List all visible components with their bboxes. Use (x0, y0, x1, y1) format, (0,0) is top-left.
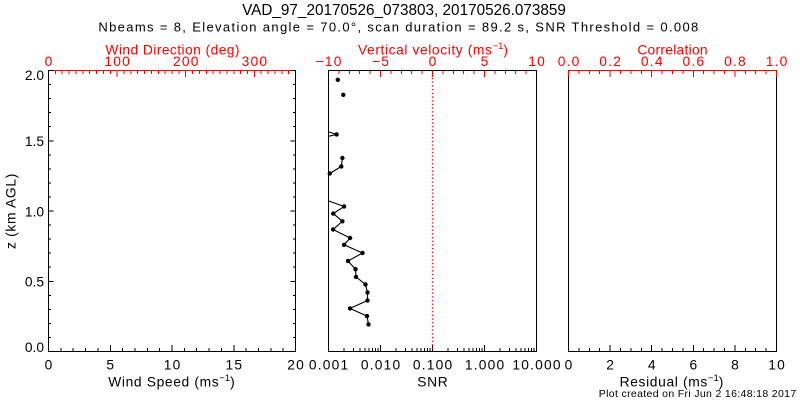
svg-text:1.5: 1.5 (25, 134, 45, 149)
svg-text:0.4: 0.4 (641, 54, 664, 69)
svg-text:SNR: SNR (417, 374, 448, 389)
svg-text:Residual (ms−1): Residual (ms−1) (620, 373, 724, 390)
svg-text:15: 15 (225, 357, 243, 372)
svg-text:2: 2 (606, 357, 615, 372)
svg-text:5: 5 (106, 357, 115, 372)
svg-text:0: 0 (565, 357, 574, 372)
svg-text:0: 0 (45, 357, 54, 372)
svg-text:z (km AGL): z (km AGL) (4, 173, 19, 249)
svg-text:0.0: 0.0 (558, 54, 581, 69)
svg-text:Vertical velocity (ms−1): Vertical velocity (ms−1) (358, 41, 509, 58)
svg-text:1.000: 1.000 (465, 357, 506, 372)
svg-text:0.8: 0.8 (724, 54, 747, 69)
svg-text:−10: −10 (316, 54, 343, 69)
svg-text:8: 8 (731, 357, 740, 372)
svg-text:Wind Speed (ms−1): Wind Speed (ms−1) (108, 373, 235, 390)
svg-text:10: 10 (164, 357, 182, 372)
svg-text:0.010: 0.010 (361, 357, 402, 372)
svg-text:10: 10 (768, 357, 786, 372)
svg-text:20: 20 (287, 357, 305, 372)
svg-text:10: 10 (528, 54, 546, 69)
svg-text:0: 0 (45, 54, 54, 69)
svg-text:1.0: 1.0 (766, 54, 789, 69)
svg-text:0.6: 0.6 (683, 54, 706, 69)
svg-text:6: 6 (689, 357, 698, 372)
svg-text:VAD_97_20170526_073803, 201705: VAD_97_20170526_073803, 20170526.073859 (242, 2, 566, 19)
svg-text:1.0: 1.0 (25, 204, 45, 219)
svg-text:−5: −5 (372, 54, 390, 69)
svg-text:Nbeams = 8, Elevation angle =: Nbeams = 8, Elevation angle = 70.0°, sca… (98, 20, 699, 35)
svg-text:0.0: 0.0 (25, 340, 45, 355)
svg-text:Wind Direction (deg): Wind Direction (deg) (105, 42, 240, 57)
svg-text:Correlation: Correlation (637, 42, 708, 57)
svg-text:100: 100 (104, 54, 131, 69)
svg-text:0.2: 0.2 (599, 54, 622, 69)
svg-text:0.001: 0.001 (309, 357, 350, 372)
svg-text:0.100: 0.100 (413, 357, 454, 372)
svg-text:5: 5 (481, 54, 490, 69)
svg-text:300: 300 (242, 54, 269, 69)
svg-text:Plot created on Fri Jun 2 16:: Plot created on Fri Jun 2 16:48:18 2017 (599, 388, 797, 400)
svg-text:0.5: 0.5 (25, 274, 45, 289)
svg-text:10.000: 10.000 (512, 357, 561, 372)
svg-text:4: 4 (648, 357, 657, 372)
svg-text:2.0: 2.0 (25, 68, 45, 83)
svg-text:0: 0 (429, 54, 438, 69)
svg-text:200: 200 (173, 54, 200, 69)
